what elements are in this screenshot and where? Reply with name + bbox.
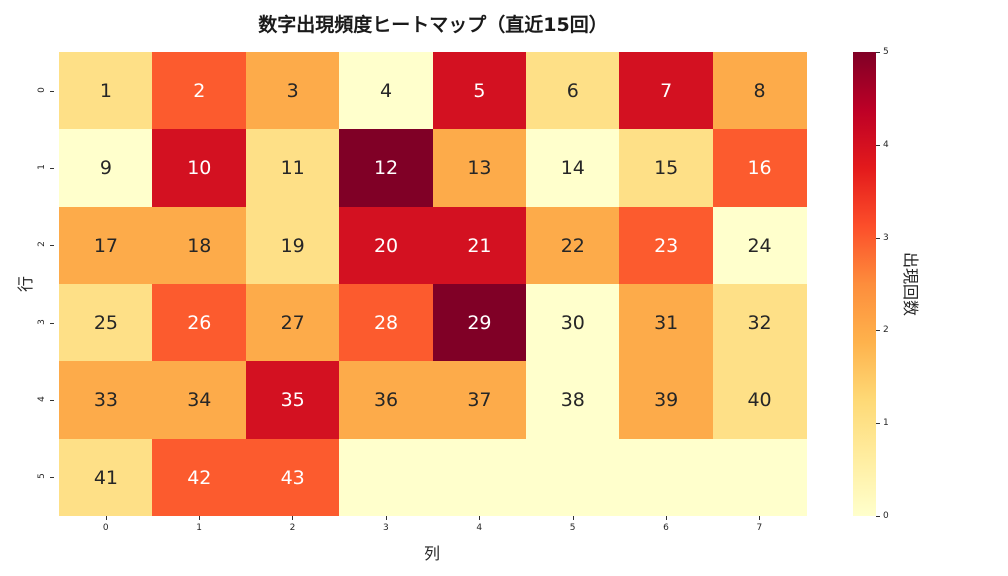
heatmap-cell: 22	[525, 206, 620, 285]
heatmap-cell: 6	[525, 52, 620, 130]
heatmap-cell: 36	[339, 361, 433, 440]
heatmap-cell: 32	[712, 284, 807, 362]
heatmap-cell: 13	[432, 129, 527, 208]
heatmap-cell: 4	[339, 52, 433, 130]
heatmap-cell: 24	[712, 206, 807, 285]
heatmap-cell: 43	[245, 438, 340, 517]
heatmap-cell	[339, 438, 433, 517]
heatmap-cell: 26	[152, 284, 247, 362]
heatmap-cell: 10	[152, 129, 247, 208]
heatmap-cell: 37	[432, 361, 527, 440]
heatmap-cell: 41	[59, 438, 153, 517]
heatmap-cell	[525, 438, 620, 517]
heatmap-cell: 7	[619, 52, 714, 130]
heatmap-cell: 9	[59, 129, 153, 208]
x-tick: 2	[282, 516, 302, 536]
x-tick: 6	[656, 516, 676, 536]
y-tick: 0	[30, 85, 54, 97]
heatmap-cell	[619, 438, 714, 517]
heatmap-cell: 40	[712, 361, 807, 440]
y-axis-label: 行	[16, 275, 36, 293]
heatmap-cell: 30	[525, 284, 620, 362]
heatmap-cell: 8	[712, 52, 807, 130]
chart-title: 数字出現頻度ヒートマップ（直近15回）	[258, 14, 608, 36]
heatmap-cell: 3	[245, 52, 340, 130]
y-tick: 5	[30, 471, 54, 483]
heatmap-cell: 16	[712, 129, 807, 208]
heatmap-cell: 21	[432, 206, 527, 285]
heatmap-cell: 27	[245, 284, 340, 362]
heatmap-cell: 38	[525, 361, 620, 440]
y-tick: 1	[30, 162, 54, 174]
x-tick: 5	[563, 516, 583, 536]
heatmap-cell	[712, 438, 807, 517]
y-tick: 2	[30, 239, 54, 251]
heatmap-cell	[432, 438, 527, 517]
x-axis-label: 列	[423, 544, 440, 563]
heatmap-cell: 35	[245, 361, 340, 440]
heatmap-cell: 2	[152, 52, 247, 130]
x-tick: 3	[376, 516, 396, 536]
heatmap-cell: 28	[339, 284, 433, 362]
heatmap-cell: 15	[619, 129, 714, 208]
heatmap-cell: 23	[619, 206, 714, 285]
heatmap-cell: 20	[339, 206, 433, 285]
x-tick: 1	[189, 516, 209, 536]
heatmap-cell: 31	[619, 284, 714, 362]
heatmap-cell: 39	[619, 361, 714, 440]
heatmap-cell: 14	[525, 129, 620, 208]
heatmap-cell: 12	[339, 129, 433, 208]
x-tick: 7	[749, 516, 769, 536]
heatmap-cell: 11	[245, 129, 340, 208]
y-tick: 4	[30, 394, 54, 406]
x-tick: 0	[96, 516, 116, 536]
heatmap-cell: 29	[432, 284, 527, 362]
x-tick: 4	[469, 516, 489, 536]
heatmap-cell: 18	[152, 206, 247, 285]
y-tick: 3	[30, 317, 54, 329]
heatmap-cell: 5	[432, 52, 527, 130]
heatmap-cell: 34	[152, 361, 247, 440]
heatmap-cell: 25	[59, 284, 153, 362]
heatmap-cell: 1	[59, 52, 153, 130]
colorbar	[853, 52, 876, 516]
heatmap-cell: 42	[152, 438, 247, 517]
colorbar-label: 出現回数	[901, 251, 921, 317]
heatmap-cell: 33	[59, 361, 153, 440]
heatmap-cell: 17	[59, 206, 153, 285]
heatmap-grid: 1 2 3 4 5 6 7 8 9 10 11 12 13 14 15 16 17 18 19 20 21 22 23 24 2…	[59, 52, 807, 517]
heatmap-cell: 19	[245, 206, 340, 285]
